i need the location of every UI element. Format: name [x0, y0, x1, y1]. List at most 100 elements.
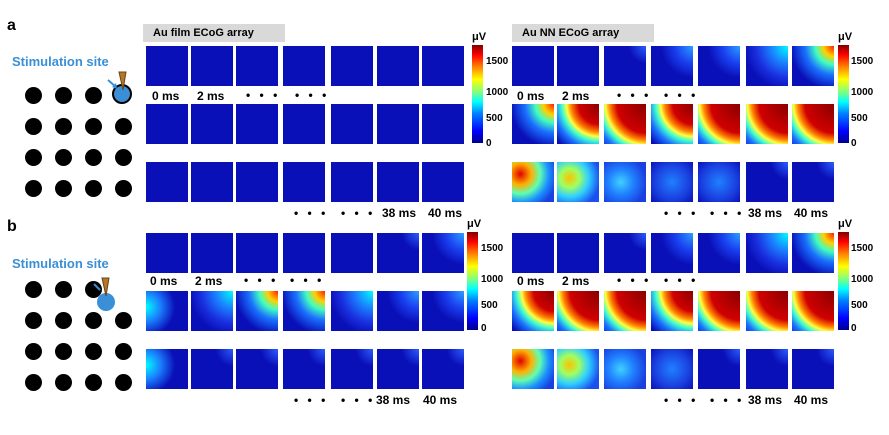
- heatmap-frame: [282, 161, 326, 203]
- electrode-dot: [115, 149, 132, 166]
- heatmap-frame: [697, 161, 741, 203]
- heatmap-frame: [745, 290, 789, 332]
- heatmap-frame: [556, 232, 600, 274]
- heatmap-frame: [556, 161, 600, 203]
- heatmap-frame: [603, 232, 647, 274]
- heatmap-frame: [697, 232, 741, 274]
- electrode-dot: [55, 374, 72, 391]
- heatmap-frame: [603, 161, 647, 203]
- ellipsis-a-nn-3: • • •: [664, 206, 699, 220]
- heatmap-frame: [603, 348, 647, 390]
- electrode-dot: [85, 149, 102, 166]
- heatmap-frame: [511, 232, 555, 274]
- colorbar-a-nn: [838, 45, 849, 143]
- heatmap-frame: [650, 232, 694, 274]
- heatmap-frame: [745, 161, 789, 203]
- colorbar-tick-500-b-nn: 500: [851, 300, 868, 311]
- heatmap-frame: [376, 290, 420, 332]
- heatmap-frame: [282, 290, 326, 332]
- heatmap-frame: [235, 161, 279, 203]
- heatmap-frame: [791, 103, 835, 145]
- heatmap-frame: [376, 348, 420, 390]
- electrode-dot: [115, 180, 132, 197]
- electrode-dot: [85, 374, 102, 391]
- electrode-dot: [25, 374, 42, 391]
- heatmap-frame: [282, 348, 326, 390]
- colorbar-tick-500-a-nn: 500: [851, 113, 868, 124]
- heatmap-frame: [791, 290, 835, 332]
- electrode-dot: [25, 87, 42, 104]
- heatmap-frame: [145, 232, 189, 274]
- heatmap-frame: [330, 103, 374, 145]
- heatmap-frame: [421, 290, 465, 332]
- colorbar-tick-0-a-film: 0: [486, 138, 492, 149]
- heatmap-frame: [235, 103, 279, 145]
- time-label-2ms-b-nn: 2 ms: [562, 274, 590, 288]
- heatmap-frame: [376, 161, 420, 203]
- heatmap-frame: [421, 348, 465, 390]
- heatmap-frame: [511, 103, 555, 145]
- heatmap-frame: [235, 290, 279, 332]
- heatmap-frame: [650, 103, 694, 145]
- heatmap-frame: [190, 232, 234, 274]
- heatmap-frame: [745, 45, 789, 87]
- stimulation-site-label-a: Stimulation site: [12, 54, 109, 69]
- heatmap-frame: [556, 103, 600, 145]
- colorbar-tick-0-b-film: 0: [481, 323, 487, 334]
- ellipsis-b-nn-2: • • •: [664, 273, 699, 287]
- time-label-40ms-b-film: 40 ms: [423, 393, 458, 407]
- colorbar-tick-0-a-nn: 0: [851, 138, 857, 149]
- electrode-dot: [25, 281, 42, 298]
- colorbar-tick-1500-b-film: 1500: [481, 243, 504, 254]
- heatmap-frame: [697, 45, 741, 87]
- electrode-dot: [25, 118, 42, 135]
- ellipsis-b-film-2: • • •: [290, 273, 325, 287]
- electrode-dot: [85, 180, 102, 197]
- heatmap-frame: [791, 348, 835, 390]
- ellipsis-a-film-1: • • •: [246, 88, 281, 102]
- ellipsis-a-film-3: • • •: [294, 206, 329, 220]
- time-label-38ms-b-film: 38 ms: [376, 393, 411, 407]
- heatmap-frame: [745, 103, 789, 145]
- time-label-2ms-a-film: 2 ms: [197, 89, 225, 103]
- electrode-dot: [55, 281, 72, 298]
- electrode-dot: [85, 343, 102, 360]
- heatmap-frame: [190, 290, 234, 332]
- heatmap-frame: [511, 348, 555, 390]
- time-label-0ms-b-film: 0 ms: [150, 274, 178, 288]
- colorbar-tick-1500-a-nn: 1500: [851, 56, 874, 67]
- heatmap-frame: [190, 45, 234, 87]
- ellipsis-a-nn-2: • • •: [664, 88, 699, 102]
- colorbar-b-film: [467, 232, 478, 330]
- electrode-dot: [85, 118, 102, 135]
- heatmap-frame: [745, 348, 789, 390]
- electrode-dot: [85, 312, 102, 329]
- heatmap-frame: [330, 290, 374, 332]
- heatmap-frame: [190, 348, 234, 390]
- colorbar-tick-1000-b-nn: 1000: [851, 274, 874, 285]
- electrode-dot: [115, 343, 132, 360]
- electrode-dot: [115, 312, 132, 329]
- electrode-dot: [115, 118, 132, 135]
- heatmap-frame: [650, 290, 694, 332]
- heatmap-frame: [650, 45, 694, 87]
- electrode-dot: [25, 149, 42, 166]
- colorbar-b-nn: [838, 232, 849, 330]
- panel-letter-a: a: [7, 17, 16, 34]
- heatmap-frame: [190, 161, 234, 203]
- heatmap-frame: [330, 45, 374, 87]
- ellipsis-a-nn-4: • • •: [710, 206, 745, 220]
- time-label-2ms-b-film: 2 ms: [195, 274, 223, 288]
- electrode-dot: [85, 281, 102, 298]
- heatmap-frame: [791, 161, 835, 203]
- electrode-dot: [115, 374, 132, 391]
- time-label-0ms-b-nn: 0 ms: [517, 274, 545, 288]
- heatmap-frame: [511, 161, 555, 203]
- heatmap-frame: [235, 45, 279, 87]
- electrode-dot: [55, 312, 72, 329]
- heatmap-frame: [376, 103, 420, 145]
- heatmap-frame: [556, 290, 600, 332]
- heatmap-frame: [145, 45, 189, 87]
- colorbar-unit-b-film: μV: [467, 218, 482, 230]
- colorbar-tick-1500-b-nn: 1500: [851, 243, 874, 254]
